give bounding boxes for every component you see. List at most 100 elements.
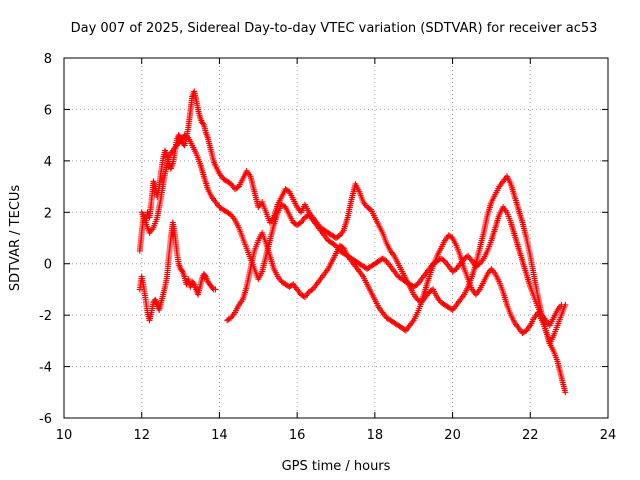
data-point xyxy=(294,220,303,229)
data-point xyxy=(461,285,471,298)
data-point xyxy=(138,209,148,224)
data-point xyxy=(364,204,373,212)
data-point xyxy=(476,231,487,252)
data-point xyxy=(449,266,459,275)
data-point xyxy=(507,312,517,324)
y-tick-label: -2 xyxy=(39,309,52,324)
data-point xyxy=(476,257,486,267)
data-point xyxy=(278,188,288,200)
data-point xyxy=(216,204,225,212)
data-point xyxy=(465,276,475,291)
data-point xyxy=(488,193,498,205)
data-point xyxy=(228,181,237,191)
data-point xyxy=(290,281,299,291)
data-point xyxy=(247,255,257,270)
data-point xyxy=(426,262,435,272)
data-point xyxy=(206,281,214,289)
data-point xyxy=(402,278,412,287)
data-point xyxy=(220,175,229,184)
data-point xyxy=(158,172,168,200)
data-point xyxy=(150,298,158,306)
data-point xyxy=(457,293,466,303)
y-tick-label: 0 xyxy=(44,258,52,273)
data-point xyxy=(325,237,334,246)
data-point xyxy=(465,253,474,263)
data-point xyxy=(305,287,315,295)
data-point xyxy=(395,322,404,331)
data-point xyxy=(340,250,350,259)
data-point xyxy=(208,193,218,204)
data-point xyxy=(235,298,245,308)
data-point xyxy=(352,181,362,193)
data-point xyxy=(313,277,323,288)
data-point xyxy=(198,119,206,127)
data-point xyxy=(282,186,292,194)
data-point xyxy=(193,150,203,165)
data-point xyxy=(259,229,269,245)
data-point xyxy=(496,278,506,293)
data-point xyxy=(164,255,172,280)
data-point xyxy=(492,185,502,198)
data-point xyxy=(399,276,408,284)
data-point xyxy=(278,201,288,210)
data-point xyxy=(531,294,541,309)
data-point xyxy=(255,270,265,283)
data-point xyxy=(441,234,451,244)
data-point xyxy=(173,139,183,149)
data-point xyxy=(504,209,514,224)
data-point xyxy=(484,267,494,277)
data-point xyxy=(558,301,565,308)
data-point xyxy=(309,217,319,227)
plot-frame xyxy=(63,57,609,419)
x-tick-label: 10 xyxy=(56,428,73,443)
data-point xyxy=(480,272,490,285)
data-point xyxy=(371,214,381,227)
data-point xyxy=(472,288,482,298)
y-tick-label: 2 xyxy=(44,206,52,221)
data-point xyxy=(414,296,424,305)
data-point xyxy=(329,232,338,241)
data-point xyxy=(364,264,373,272)
y-tick-label: 6 xyxy=(44,103,52,118)
data-point xyxy=(519,258,529,276)
data-point xyxy=(480,213,491,236)
data-point xyxy=(391,253,401,265)
data-point xyxy=(239,285,250,303)
data-point xyxy=(469,286,478,296)
data-point xyxy=(243,245,253,260)
data-point xyxy=(371,259,381,267)
data-point xyxy=(395,273,404,282)
data-point xyxy=(542,317,552,327)
data-point xyxy=(198,272,207,283)
data-point xyxy=(321,232,330,242)
data-point xyxy=(453,262,462,272)
x-tick-label: 14 xyxy=(211,428,228,443)
data-point xyxy=(379,309,389,319)
data-point xyxy=(523,271,533,288)
data-point xyxy=(325,229,334,238)
data-point xyxy=(154,195,164,221)
data-point xyxy=(313,222,323,232)
data-point xyxy=(220,206,229,215)
data-point xyxy=(387,247,396,258)
y-tick-label: -4 xyxy=(39,361,52,376)
data-point xyxy=(200,173,211,191)
data-point xyxy=(160,285,168,298)
data-point xyxy=(162,147,170,157)
data-point xyxy=(282,281,292,289)
data-point xyxy=(179,268,187,278)
data-point xyxy=(406,319,416,329)
data-point xyxy=(441,301,451,310)
data-point xyxy=(286,282,295,290)
data-point xyxy=(387,263,396,273)
data-point xyxy=(445,232,455,241)
data-point xyxy=(340,216,351,234)
data-point xyxy=(527,316,537,329)
data-point xyxy=(519,328,529,337)
y-tick-label: 4 xyxy=(44,155,52,170)
data-point xyxy=(558,303,568,319)
data-point xyxy=(259,254,269,275)
data-point xyxy=(356,260,365,269)
data-point xyxy=(266,224,277,244)
